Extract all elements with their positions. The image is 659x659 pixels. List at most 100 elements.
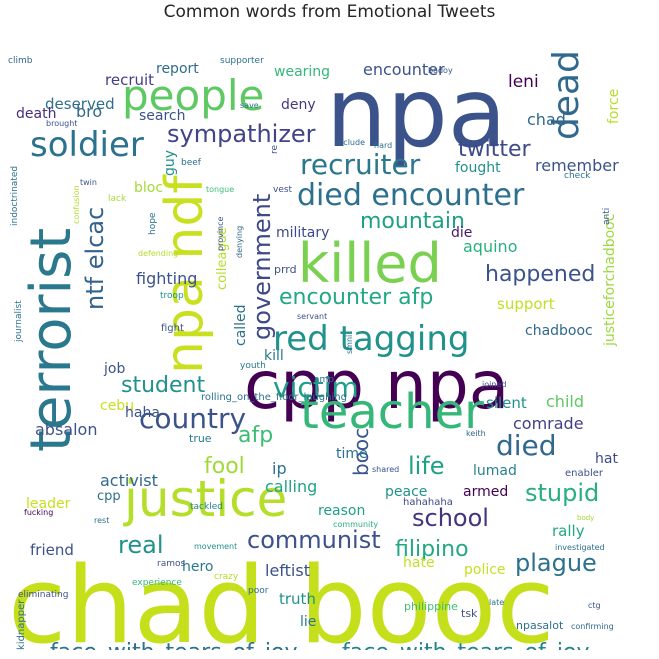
word-force: force	[606, 89, 622, 124]
word-booc: booc	[349, 428, 373, 476]
word-deny: deny	[281, 97, 316, 113]
word-hat: hat	[595, 451, 618, 467]
word-killed: killed	[298, 232, 442, 295]
word-fight: fight	[161, 323, 184, 334]
word-fool: fool	[204, 454, 245, 479]
word-guy: guy	[162, 150, 178, 176]
word-school: school	[412, 504, 489, 532]
word-fighting: fighting	[136, 269, 197, 288]
word-lie: lie	[300, 614, 316, 630]
word-country: country	[139, 402, 246, 435]
word-rolling-on-the-floor-laughing: rolling_on_the_floor_laughing	[201, 392, 347, 403]
word-armed: armed	[463, 484, 508, 500]
word-aquino: aquino	[463, 237, 517, 256]
word-defending: defending	[138, 249, 178, 258]
word-ramos: ramos	[157, 559, 185, 569]
word-tongue: tongue	[206, 185, 234, 194]
word-late: late	[489, 598, 504, 607]
word-soldier: soldier	[30, 125, 144, 165]
word-happened: happened	[485, 262, 595, 287]
word-justice: justice	[123, 470, 287, 528]
word-time: time	[336, 446, 368, 462]
word-indoctrinated: indoctrinated	[10, 166, 20, 226]
word-support: support	[497, 295, 555, 313]
word-rest: rest	[94, 516, 109, 525]
word-hard: hard	[374, 141, 392, 150]
word-leftist: leftist	[265, 561, 310, 580]
word-confusion: confusion	[72, 185, 81, 224]
word-called: called	[233, 304, 249, 346]
word-ip: ip	[272, 459, 287, 478]
word-face-with-tears-of-joy: face_with_tears_of_joy	[342, 640, 589, 650]
word-student: student	[121, 373, 205, 398]
word-badoy: badoy	[428, 66, 453, 75]
word-keith: keith	[466, 429, 486, 438]
word-eliminating: eliminating	[18, 590, 68, 600]
word-experience: experience	[132, 578, 182, 588]
word-leni: leni	[508, 72, 539, 92]
word-include: include	[336, 138, 365, 147]
word-joined: joined	[481, 380, 506, 389]
word-chad-booc: chad booc	[8, 544, 555, 650]
word-kill: kill	[264, 348, 284, 364]
word-anti: anti	[602, 208, 612, 225]
word-troop: troop	[160, 291, 184, 301]
word-chad: chad	[527, 110, 566, 129]
word-vest: vest	[273, 185, 293, 195]
word-hope: hope	[148, 212, 158, 235]
word-cloud: chad booc npa cpp npa terrorist npa ndf kille…	[8, 30, 628, 650]
word-movement: movement	[194, 542, 237, 551]
word-brought: brought	[46, 119, 77, 128]
word-peace: peace	[385, 484, 427, 500]
word-true: true	[189, 432, 212, 445]
word-report: report	[156, 61, 199, 77]
word-lack: lack	[108, 194, 127, 204]
word-mountain: mountain	[360, 209, 465, 234]
word-silent: silent	[486, 394, 527, 412]
word-deserved: deserved	[45, 95, 115, 113]
word-friend: friend	[30, 541, 74, 559]
word-encounter-afp: encounter afp	[279, 285, 433, 310]
word-philippine: philippine	[404, 600, 458, 613]
word-ntf-elcac: ntf elcac	[81, 207, 109, 310]
word-victim: victim	[273, 371, 359, 404]
word-encounter: encounter	[363, 60, 445, 79]
word-investigated: investigated	[555, 543, 605, 552]
word-servant: servant	[297, 312, 327, 321]
word-rally: rally	[552, 522, 585, 540]
word-justiceforchadbooc: justiceforchadbooc	[602, 214, 618, 347]
word-haha: haha	[125, 405, 160, 421]
word-beef: beef	[181, 158, 202, 168]
word-tackled: tackled	[190, 502, 223, 512]
word-search: search	[139, 108, 186, 124]
word-sympathizer: sympathizer	[167, 120, 316, 148]
word-face-with-tears-of-joy: face_with_tears_of_joy	[50, 640, 297, 650]
word-plague: plague	[515, 549, 597, 577]
word-child: child	[546, 392, 584, 411]
word-wearing: wearing	[274, 64, 330, 80]
word-life: life	[408, 452, 445, 480]
word-npa-ndf: npa ndf	[155, 174, 215, 374]
word-amp: amp	[314, 375, 334, 385]
word-cebu: cebu	[100, 398, 134, 414]
word-hahahaha: hahahaha	[403, 497, 453, 508]
word-npa: npa	[326, 57, 507, 169]
word-communist: communist	[247, 526, 381, 554]
word-die: die	[451, 225, 472, 241]
word-comrade: comrade	[513, 414, 584, 433]
word-body: body	[577, 514, 594, 522]
word-absalon: absalon	[35, 420, 97, 439]
word-cpp: cpp	[97, 489, 121, 504]
word-real: real	[118, 531, 163, 559]
word-government: government	[248, 194, 276, 340]
word-twitter: twitter	[458, 137, 532, 162]
word-re: re	[270, 144, 280, 154]
word-leader: leader	[26, 496, 71, 512]
word-fought: fought	[455, 160, 501, 176]
word-province: province	[216, 216, 225, 251]
word-terrorist: terrorist	[19, 228, 84, 452]
word-confirming: confirming	[571, 622, 614, 631]
word-truth: truth	[279, 590, 316, 608]
word-poor: poor	[248, 586, 269, 596]
